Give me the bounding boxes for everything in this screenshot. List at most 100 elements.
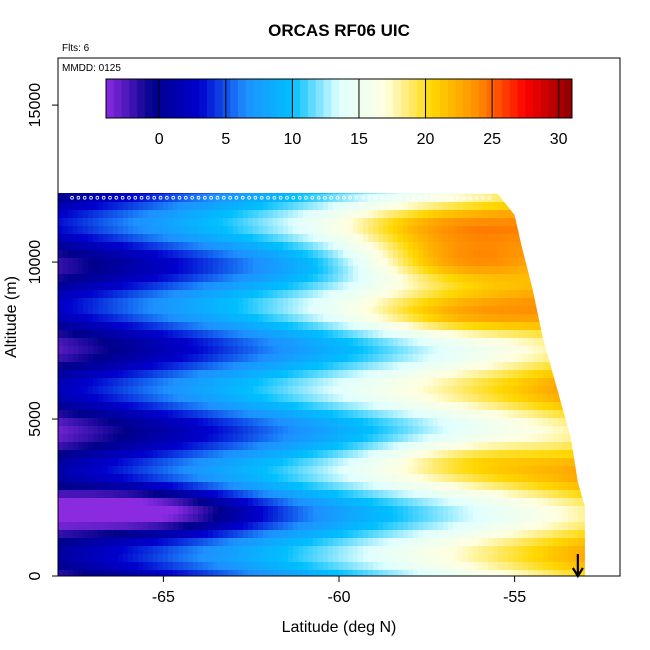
heatmap-cell xyxy=(173,122,178,130)
heatmap-cell xyxy=(178,458,184,467)
heatmap-cell xyxy=(423,194,429,203)
heatmap-cell xyxy=(148,193,154,195)
heatmap-cell xyxy=(258,426,264,435)
heatmap-cell xyxy=(358,362,364,371)
heatmap-cell xyxy=(208,130,213,138)
heatmap-cell xyxy=(418,66,423,74)
heatmap-cell xyxy=(388,58,393,66)
heatmap-cell xyxy=(248,410,254,419)
heatmap-cell xyxy=(73,250,79,259)
heatmap-cell xyxy=(328,514,334,523)
heatmap-cell xyxy=(218,554,224,563)
heatmap-cell xyxy=(153,210,159,219)
heatmap-cell xyxy=(278,66,283,74)
heatmap-cell xyxy=(83,338,89,347)
heatmap-cell xyxy=(113,450,119,459)
heatmap-cell xyxy=(163,394,169,403)
heatmap-cell xyxy=(373,58,378,66)
heatmap-cell xyxy=(413,66,418,74)
heatmap-cell xyxy=(418,178,423,186)
heatmap-cell xyxy=(128,410,134,419)
heatmap-cell xyxy=(63,82,68,90)
heatmap-cell xyxy=(418,522,424,531)
heatmap-cell xyxy=(128,298,134,307)
heatmap-cell xyxy=(433,450,439,459)
heatmap-cell xyxy=(373,426,379,435)
heatmap-cell xyxy=(323,370,329,379)
heatmap-cell xyxy=(123,146,128,154)
heatmap-cell xyxy=(278,138,283,146)
heatmap-cell xyxy=(263,458,269,467)
heatmap-cell xyxy=(103,146,108,154)
heatmap-cell xyxy=(213,386,219,395)
heatmap-cell xyxy=(138,546,144,555)
heatmap-cell xyxy=(343,434,349,443)
heatmap-cell xyxy=(228,498,234,507)
heatmap-cell xyxy=(168,426,174,435)
heatmap-cell xyxy=(298,506,304,515)
heatmap-cell xyxy=(343,402,349,411)
heatmap-cell xyxy=(398,290,404,299)
heatmap-cell xyxy=(228,282,234,291)
heatmap-cell xyxy=(408,562,414,571)
heatmap-cell xyxy=(193,194,199,203)
heatmap-cell xyxy=(298,258,304,267)
heatmap-cell xyxy=(428,362,434,371)
heatmap-cell xyxy=(343,146,348,154)
heatmap-cell xyxy=(303,458,309,467)
heatmap-cell xyxy=(58,170,63,178)
heatmap-cell xyxy=(223,370,229,379)
heatmap-cell xyxy=(333,202,339,211)
heatmap-cell xyxy=(118,546,124,555)
heatmap-cell xyxy=(213,330,219,339)
heatmap-cell xyxy=(118,554,124,563)
heatmap-cell xyxy=(338,226,344,235)
heatmap-cell xyxy=(388,434,394,443)
heatmap-cell xyxy=(293,170,298,178)
heatmap-cell xyxy=(428,314,434,323)
heatmap-cell xyxy=(168,130,173,138)
heatmap-cell xyxy=(363,202,369,211)
heatmap-cell xyxy=(63,418,69,427)
heatmap-cell xyxy=(303,202,309,211)
heatmap-cell xyxy=(293,530,299,539)
heatmap-cell xyxy=(148,562,154,571)
heatmap-cell xyxy=(103,234,109,243)
heatmap-cell xyxy=(158,193,164,195)
heatmap-cell xyxy=(248,250,254,259)
heatmap-cell xyxy=(158,362,164,371)
heatmap-cell xyxy=(143,378,149,387)
heatmap-cell xyxy=(383,354,389,363)
heatmap-cell xyxy=(98,506,104,515)
heatmap-cell xyxy=(78,370,84,379)
heatmap-cell xyxy=(228,530,234,539)
heatmap-cell xyxy=(73,482,79,491)
heatmap-cell xyxy=(258,386,264,395)
heatmap-cell xyxy=(83,442,89,451)
heatmap-cell xyxy=(258,554,264,563)
heatmap-cell xyxy=(313,546,319,555)
heatmap-cell xyxy=(98,434,104,443)
heatmap-cell xyxy=(163,522,169,531)
heatmap-cell xyxy=(93,442,99,451)
heatmap-cell xyxy=(288,530,294,539)
heatmap-cell xyxy=(163,354,169,363)
heatmap-cell xyxy=(118,498,124,507)
heatmap-cell xyxy=(393,66,398,74)
heatmap-cell xyxy=(318,218,324,227)
heatmap-cell xyxy=(298,218,304,227)
heatmap-cell xyxy=(133,474,139,483)
heatmap-cell xyxy=(268,562,274,571)
heatmap-cell xyxy=(203,482,209,491)
heatmap-cell xyxy=(423,538,429,547)
heatmap-cell xyxy=(208,514,214,523)
heatmap-cell xyxy=(328,426,334,435)
heatmap-cell xyxy=(133,178,138,186)
heatmap-cell xyxy=(258,258,264,267)
heatmap-cell xyxy=(158,298,164,307)
heatmap-cell xyxy=(258,346,264,355)
heatmap-cell xyxy=(373,442,379,451)
heatmap-cell xyxy=(173,130,178,138)
heatmap-cell xyxy=(123,330,129,339)
heatmap-cell xyxy=(343,322,349,331)
